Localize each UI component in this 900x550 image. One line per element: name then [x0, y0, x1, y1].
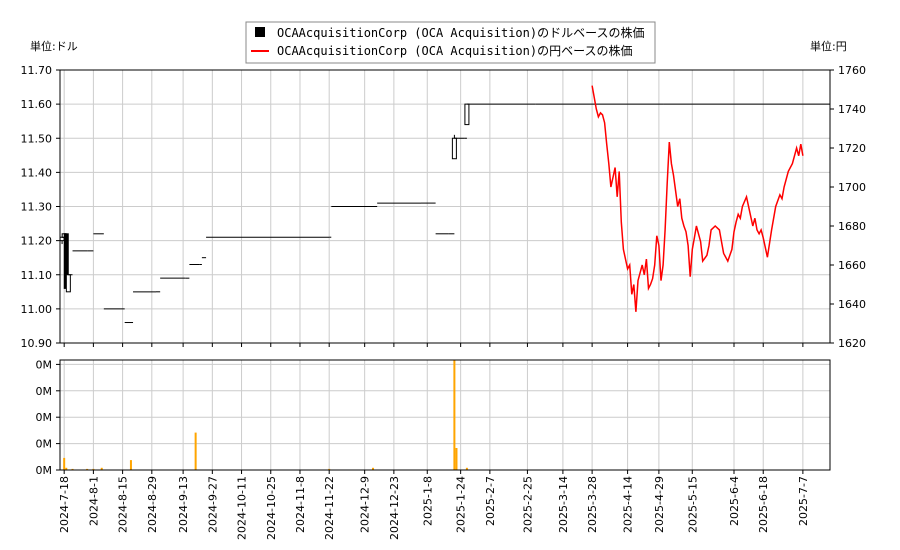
left-tick-label: 10.90 — [21, 337, 53, 350]
volume-tick-label: 0M — [36, 411, 53, 424]
usd-candle-body — [451, 137, 457, 160]
volume-bar — [372, 467, 375, 470]
x-tick-label: 2025-2-25 — [521, 476, 534, 533]
volume-bar — [465, 467, 468, 470]
volume-tick-label: 0M — [36, 438, 53, 451]
x-axis: 2024-7-18 2024-8-1 2024-8-15 2024-8-29 2024-… — [58, 343, 810, 540]
left-tick-label: 11.20 — [21, 235, 53, 248]
right-tick-label: 1660 — [838, 259, 866, 272]
volume-bar — [71, 468, 74, 470]
x-tick-label: 2024-10-11 — [236, 476, 249, 540]
x-tick-label: 2025-1-24 — [455, 476, 468, 533]
x-tick-label: 2024-7-18 — [58, 476, 71, 533]
right-tick-label: 1720 — [838, 142, 866, 155]
right-y-axis: 1620 1640 1660 1680 1700 1720 1740 1760 — [830, 64, 866, 350]
x-tick-label: 2025-6-18 — [757, 476, 770, 533]
right-tick-label: 1620 — [838, 337, 866, 350]
x-tick-label: 2024-9-27 — [206, 476, 219, 533]
x-tick-label: 2025-1-8 — [421, 476, 434, 526]
x-tick-label: 2024-11-8 — [294, 476, 307, 533]
right-unit-label: 単位:円 — [810, 39, 847, 53]
volume-y-axis: 0M 0M 0M 0M 0M — [36, 358, 60, 477]
usd-candle — [451, 134, 459, 160]
volume-tick-label: 0M — [36, 464, 53, 477]
x-tick-label: 2025-3-28 — [586, 476, 599, 533]
x-tick-label: 2025-6-4 — [728, 476, 741, 526]
right-tick-label: 1680 — [838, 220, 866, 233]
left-y-axis: 10.90 11.00 11.10 11.20 11.30 11.40 11.50 11.60… — [21, 64, 60, 350]
x-tick-label: 2024-10-25 — [265, 476, 278, 540]
volume-bar — [328, 468, 331, 470]
volume-bar — [92, 468, 95, 470]
usd-candle — [464, 103, 536, 126]
legend: OCAAcquisitionCorp (OCA Acquisition)のドルベ… — [245, 21, 656, 64]
left-tick-label: 11.00 — [21, 303, 53, 316]
volume-bar — [100, 467, 103, 470]
x-tick-label: 2024-12-23 — [388, 476, 401, 540]
left-unit-label: 単位:ドル — [30, 39, 78, 53]
x-tick-label: 2024-8-15 — [117, 476, 130, 533]
x-tick-label: 2024-11-22 — [323, 476, 336, 540]
right-tick-label: 1640 — [838, 298, 866, 311]
legend-marker-usd — [255, 27, 265, 37]
left-tick-label: 11.40 — [21, 166, 53, 179]
x-tick-label: 2024-8-29 — [146, 476, 159, 533]
volume-tick-label: 0M — [36, 385, 53, 398]
x-tick-label: 2025-4-29 — [653, 476, 666, 533]
volume-tick-label: 0M — [36, 358, 53, 371]
volume-plot-frame — [59, 359, 831, 471]
volume-grid — [60, 360, 830, 471]
left-tick-label: 11.30 — [21, 201, 53, 214]
x-tick-label: 2025-3-14 — [557, 476, 570, 533]
volume-bar — [455, 448, 458, 470]
legend-box — [245, 21, 656, 64]
usd-candle — [65, 274, 73, 293]
volume-bar — [453, 360, 456, 470]
jpy-price-series — [591, 85, 804, 312]
right-tick-label: 1700 — [838, 181, 866, 194]
usd-candle-body — [65, 274, 71, 293]
left-tick-label: 11.50 — [21, 132, 53, 145]
x-tick-label: 2025-5-15 — [686, 476, 699, 533]
volume-bar — [63, 457, 66, 470]
legend-label-jpy: OCAAcquisitionCorp (OCA Acquisition)の円ベー… — [277, 43, 633, 58]
legend-label-usd: OCAAcquisitionCorp (OCA Acquisition)のドルベ… — [277, 25, 645, 40]
right-tick-label: 1740 — [838, 103, 866, 116]
x-tick-label: 2024-9-13 — [177, 476, 190, 533]
volume-bar — [86, 468, 89, 470]
volume-bar — [194, 432, 197, 470]
volume-bars — [63, 360, 468, 470]
x-tick-label: 2025-7-7 — [797, 476, 810, 526]
usd-price-series — [59, 103, 830, 324]
x-tick-label: 2025-4-14 — [622, 476, 635, 533]
usd-candle-body — [464, 103, 470, 126]
x-tick-label: 2025-2-7 — [484, 476, 497, 526]
left-tick-label: 11.10 — [21, 269, 53, 282]
volume-bar — [129, 460, 132, 470]
x-tick-label: 2024-12-9 — [359, 476, 372, 533]
usd-candle-body — [59, 236, 65, 242]
left-tick-label: 11.60 — [21, 98, 53, 111]
jpy-price-line — [591, 85, 804, 312]
x-tick-label: 2024-8-1 — [87, 476, 100, 526]
price-grid — [60, 69, 830, 344]
volume-bar — [65, 467, 68, 470]
right-tick-label: 1760 — [838, 64, 866, 77]
left-tick-label: 11.70 — [21, 64, 53, 77]
